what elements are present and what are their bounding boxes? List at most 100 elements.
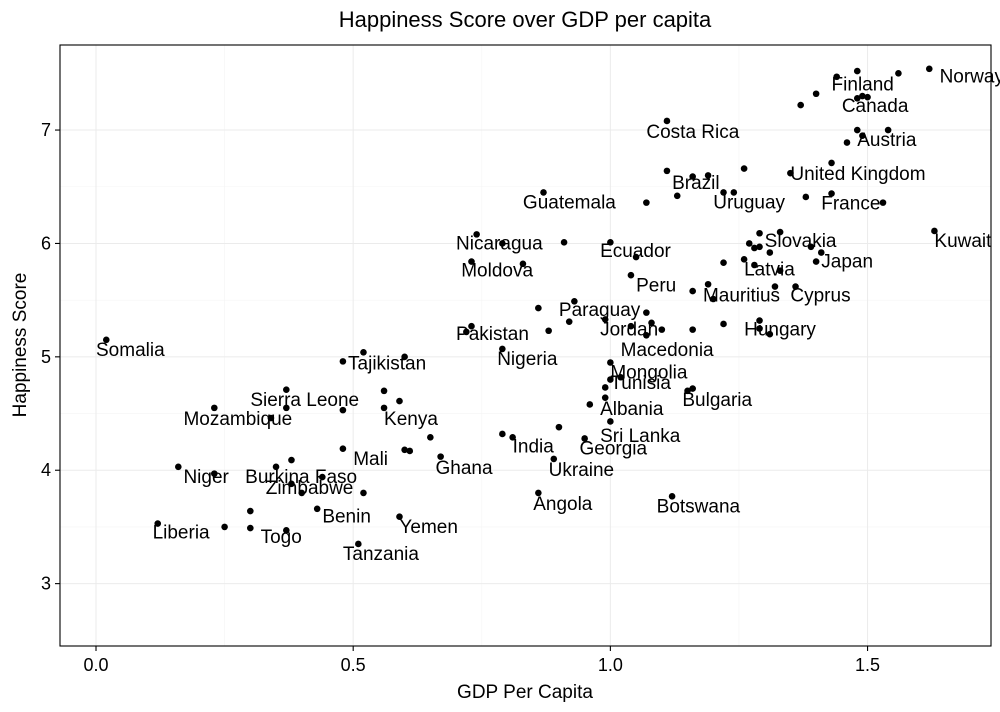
- point-label: Latvia: [744, 259, 795, 280]
- data-point: [853, 67, 861, 75]
- point-label: Liberia: [153, 522, 210, 543]
- point-label: France: [821, 194, 880, 215]
- data-point: [884, 126, 892, 134]
- data-point: [102, 336, 110, 344]
- data-point: [565, 318, 573, 325]
- data-point: [627, 322, 635, 330]
- data-point: [339, 445, 347, 452]
- axis-layer: 0.0 0.5 1.0 1.5 3 4 5 6 7: [41, 120, 880, 675]
- data-point: [859, 132, 866, 140]
- data-point: [355, 540, 362, 548]
- data-point: [535, 304, 542, 312]
- data-point: [288, 480, 295, 488]
- data-point: [689, 173, 696, 180]
- data-point: [859, 92, 866, 100]
- data-point: [720, 189, 727, 196]
- data-point: [313, 505, 321, 513]
- y-tick-label: 3: [41, 574, 51, 594]
- data-point: [787, 169, 794, 177]
- point-label: Kenya: [384, 409, 438, 430]
- point-label: Macedonia: [621, 340, 714, 361]
- point-label: Hungary: [744, 319, 816, 340]
- data-point: [401, 353, 408, 361]
- data-point: [792, 283, 799, 290]
- y-tick-label: 6: [41, 233, 51, 253]
- data-point: [673, 192, 681, 200]
- data-point: [817, 249, 825, 256]
- data-point: [828, 190, 835, 197]
- data-point: [380, 404, 388, 412]
- data-point: [540, 189, 547, 196]
- data-point: [828, 159, 835, 167]
- x-tick-label: 1.5: [855, 655, 880, 675]
- x-axis-title: GDP Per Capita: [457, 682, 593, 703]
- data-point: [730, 189, 738, 196]
- data-point: [535, 489, 542, 497]
- data-point: [617, 373, 624, 381]
- point-label: Pakistan: [456, 324, 529, 345]
- point-label: Peru: [636, 275, 676, 296]
- data-point: [545, 327, 552, 335]
- point-label: Mongolia: [610, 363, 688, 384]
- point-label: Canada: [842, 96, 909, 117]
- point-label: Yemen: [399, 517, 457, 538]
- data-point: [658, 326, 666, 333]
- data-point: [843, 139, 851, 146]
- point-label: Burkina Faso: [245, 467, 357, 488]
- point-label: Slovakia: [765, 231, 837, 252]
- point-label: Somalia: [96, 340, 165, 361]
- point-label: Kuwait: [934, 231, 992, 252]
- data-point: [267, 414, 275, 422]
- y-tick-label: 7: [41, 120, 51, 140]
- data-point: [812, 90, 820, 98]
- point-label: Ghana: [435, 458, 492, 479]
- data-point: [740, 165, 748, 172]
- data-point: [396, 513, 403, 521]
- point-label: Paraguay: [559, 300, 641, 321]
- data-point: [689, 385, 696, 392]
- data-point: [704, 280, 712, 288]
- data-point: [519, 260, 527, 268]
- data-point: [586, 401, 594, 408]
- data-point: [643, 309, 650, 316]
- point-label: Albania: [600, 399, 664, 420]
- data-point: [709, 295, 717, 303]
- data-point: [211, 470, 218, 477]
- data-point: [740, 256, 748, 263]
- data-point: [221, 523, 228, 531]
- point-label: Georgia: [580, 439, 648, 460]
- point-label: Costa Rica: [646, 122, 739, 143]
- point-label: Tajikistan: [348, 354, 426, 375]
- data-point: [247, 507, 254, 515]
- data-point: [771, 283, 779, 290]
- point-label: Niger: [183, 467, 229, 488]
- point-label: Norway: [940, 67, 1000, 88]
- data-point: [468, 322, 475, 330]
- point-label: Bulgaria: [682, 390, 752, 411]
- data-point: [643, 331, 650, 339]
- data-point: [776, 228, 784, 236]
- point-label: Sri Lanka: [600, 426, 681, 447]
- point-label: Sierra Leone: [250, 390, 359, 411]
- point-label: Uruguay: [713, 192, 785, 213]
- data-point: [627, 271, 635, 279]
- point-label: Finland: [832, 75, 894, 96]
- data-point: [406, 447, 414, 455]
- data-point: [288, 456, 295, 464]
- grid-layer: [60, 45, 991, 646]
- data-point: [211, 404, 218, 412]
- point-label: Nigeria: [497, 349, 558, 370]
- point-label: Mauritius: [703, 285, 780, 306]
- chart-title: Happiness Score over GDP per capita: [339, 7, 712, 32]
- data-point: [607, 376, 614, 383]
- data-point: [175, 463, 182, 471]
- data-point: [802, 193, 810, 201]
- data-point: [833, 73, 840, 81]
- x-tick-label: 0.0: [83, 655, 108, 675]
- data-point: [601, 384, 609, 391]
- data-point: [463, 328, 470, 336]
- data-point: [689, 326, 696, 333]
- data-point: [360, 349, 367, 356]
